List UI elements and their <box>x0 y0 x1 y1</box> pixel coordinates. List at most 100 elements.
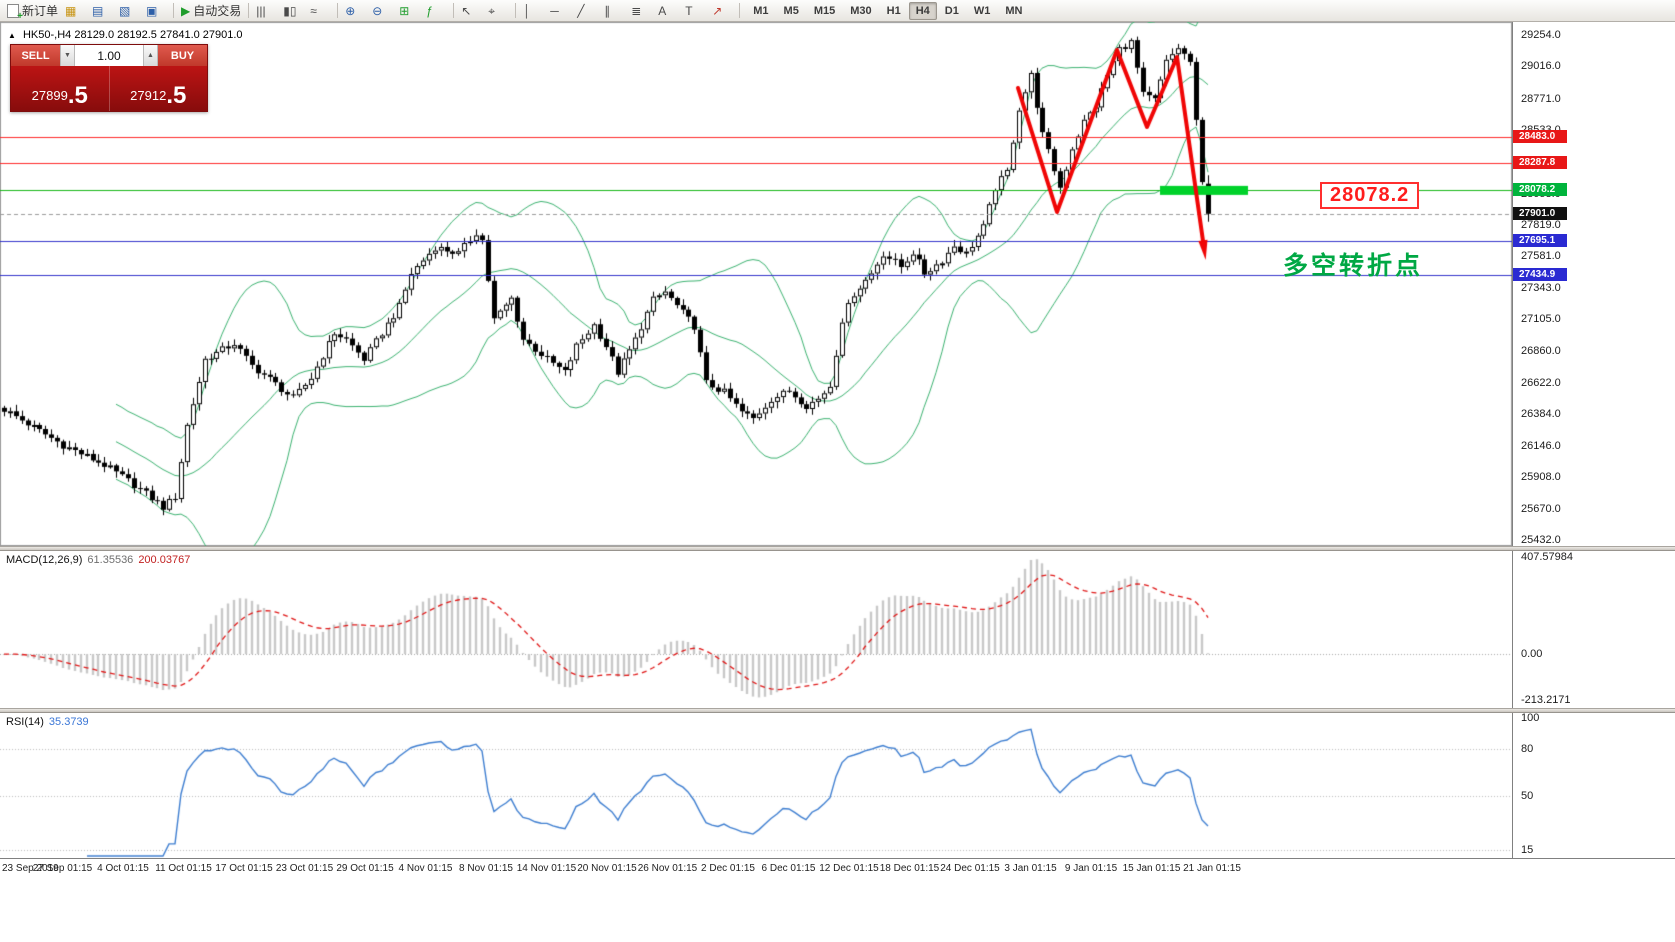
rsi-scale-label: 15 <box>1521 844 1534 856</box>
timeframe-d1-button[interactable]: D1 <box>944 4 959 17</box>
vertical-line-button[interactable]: │ <box>520 2 546 20</box>
chart-line-button[interactable]: ≈ <box>307 2 333 20</box>
time-axis-label: 2 Dec 01:15 <box>701 863 755 874</box>
timeframe-m5-button[interactable]: M5 <box>783 4 799 17</box>
market-watch-icon: ▤ <box>92 3 104 18</box>
buy-button[interactable]: BUY <box>158 45 207 66</box>
cursor-icon: ↖ <box>461 3 472 18</box>
price-scale-label: 28771.0 <box>1521 92 1561 105</box>
channel-button[interactable]: ∥ <box>601 2 627 20</box>
navigator-icon: ▧ <box>119 3 131 18</box>
price-scale-label: 29016.0 <box>1521 60 1561 73</box>
autotrading-play-icon: ▶ <box>181 3 191 18</box>
time-axis-label: 27 Sep 01:15 <box>32 863 93 874</box>
timeframe-m30-button[interactable]: M30 <box>850 4 872 17</box>
timeframe-w1-button[interactable]: W1 <box>973 4 991 17</box>
terminal-button[interactable]: ▣ <box>143 2 169 20</box>
new-order-button[interactable]: 新订单 <box>4 2 61 22</box>
time-axis-label: 6 Dec 01:15 <box>761 863 816 874</box>
oneclick-collapse-icon[interactable]: ▲ <box>8 31 16 40</box>
navigator-button[interactable]: ▧ <box>116 2 142 20</box>
sell-price[interactable]: 27899.5 <box>11 66 110 111</box>
macd-scale-label: 0.00 <box>1521 648 1543 661</box>
time-axis-label: 9 Jan 01:15 <box>1064 863 1118 874</box>
price-tag[interactable]: 28483.0 <box>1513 129 1567 143</box>
time-axis-label: 4 Oct 01:15 <box>97 863 149 874</box>
price-tag[interactable]: 28078.2 <box>1513 183 1567 197</box>
buy-price[interactable]: 27912.5 <box>109 66 207 111</box>
crosshair-button[interactable]: ⌖ <box>485 2 511 20</box>
trendline-button[interactable]: ╱ <box>574 2 600 20</box>
main-chart[interactable] <box>0 22 1512 546</box>
time-axis-label: 4 Nov 01:15 <box>398 863 453 874</box>
crosshair-icon: ⌖ <box>488 3 496 18</box>
cursor-button[interactable]: ↖ <box>458 2 484 20</box>
ohlc-info: HK50-,H4 28129.0 28192.5 27841.0 27901.0 <box>22 29 243 41</box>
zoom-out-button[interactable]: ⊖ <box>369 2 395 20</box>
price-tag[interactable]: 27695.1 <box>1513 234 1567 247</box>
chart-candles-button[interactable]: ▮▯ <box>280 2 306 20</box>
indicators-button[interactable]: ƒ <box>423 2 449 20</box>
toolbar-separator <box>337 3 339 18</box>
time-axis[interactable] <box>0 858 1675 883</box>
rsi-scale-label: 100 <box>1521 712 1540 724</box>
chart-windows-button[interactable]: ▦ <box>62 2 88 20</box>
macd-panel-chart[interactable] <box>0 551 1512 708</box>
timeframe-group: M1 M5 M15 M30 H1 H4 D1 W1 MN <box>746 1 1029 20</box>
rsi-label: RSI(14) 35.3739 <box>6 716 89 728</box>
rsi-panel-chart[interactable] <box>0 713 1512 858</box>
price-scale-label: 25432.0 <box>1521 534 1561 546</box>
time-axis-label: 15 Jan 01:15 <box>1122 863 1181 874</box>
turning-point-note[interactable]: 多空转折点 <box>1283 252 1424 280</box>
autotrading-button[interactable]: ▶ 自动交易 <box>178 2 244 20</box>
text-tool-icon: A <box>658 3 667 18</box>
timeframe-m15-button[interactable]: M15 <box>813 4 836 17</box>
zoom-in-icon: ⊕ <box>345 3 356 18</box>
tile-windows-icon: ⊞ <box>399 3 410 18</box>
time-axis-label: 8 Nov 01:15 <box>459 863 513 874</box>
price-tag[interactable]: 27901.0 <box>1513 206 1567 220</box>
main-toolbar: 新订单 ▦ ▤ ▧ ▣ ▶ 自动交易 ||| ▮▯ ≈ ⊕ ⊖ ⊞ ƒ ↖ ⌖ … <box>0 0 1675 22</box>
sell-button[interactable]: SELL <box>11 45 60 66</box>
rsi-panel-separator[interactable] <box>0 708 1675 713</box>
price-scale-label: 26622.0 <box>1521 376 1561 389</box>
arrows-tool-icon: ↗ <box>712 3 723 18</box>
fibonacci-button[interactable]: ≣ <box>628 2 654 20</box>
horizontal-line-button[interactable]: ─ <box>547 2 573 20</box>
bars-chart-icon: ||| <box>256 3 266 18</box>
timeframe-h4-button[interactable]: H4 <box>908 1 937 20</box>
price-tag[interactable]: 27434.9 <box>1513 268 1567 282</box>
label-tool-button[interactable]: T <box>682 2 708 20</box>
arrows-tool-button[interactable]: ↗ <box>709 2 735 20</box>
horizontal-line-icon: ─ <box>550 3 559 18</box>
volume-decrease-button[interactable]: ▼ <box>60 45 75 66</box>
toolbar-separator <box>248 3 250 18</box>
volume-input[interactable] <box>75 45 143 66</box>
toolbar-separator <box>515 3 517 18</box>
rsi-scale-label: 80 <box>1521 742 1534 755</box>
chart-windows-icon: ▦ <box>65 3 77 18</box>
macd-scale-label: 407.57984 <box>1521 551 1573 563</box>
price-callout-label[interactable]: 28078.2 <box>1320 182 1420 209</box>
zoom-in-button[interactable]: ⊕ <box>342 2 368 20</box>
toolbar-separator <box>739 3 741 18</box>
fibonacci-icon: ≣ <box>631 3 642 18</box>
price-tag[interactable]: 28287.8 <box>1513 155 1567 169</box>
market-watch-button[interactable]: ▤ <box>89 2 115 20</box>
volume-increase-button[interactable]: ▲ <box>143 45 158 66</box>
timeframe-h1-button[interactable]: H1 <box>886 4 901 17</box>
tile-windows-button[interactable]: ⊞ <box>396 2 422 20</box>
macd-scale-label: -213.2171 <box>1521 694 1571 706</box>
time-axis-label: 20 Nov 01:15 <box>577 863 637 874</box>
zoom-out-icon: ⊖ <box>372 3 383 18</box>
text-tool-button[interactable]: A <box>655 2 681 20</box>
price-scale-label: 26384.0 <box>1521 408 1561 421</box>
chart-bars-button[interactable]: ||| <box>253 2 279 20</box>
timeframe-mn-button[interactable]: MN <box>1005 4 1023 17</box>
macd-label: MACD(12,26,9) 61.35536 200.03767 <box>6 554 191 566</box>
price-scale-label: 27581.0 <box>1521 250 1561 263</box>
time-axis-label: 23 Oct 01:15 <box>275 863 334 874</box>
macd-panel-separator[interactable] <box>0 546 1675 551</box>
timeframe-m1-button[interactable]: M1 <box>753 4 769 17</box>
time-axis-label: 17 Oct 01:15 <box>215 863 273 874</box>
